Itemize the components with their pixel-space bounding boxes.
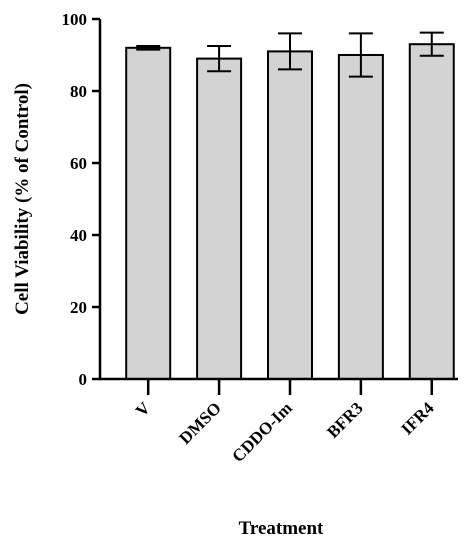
y-axis-title: Cell Viability (% of Control) — [12, 83, 33, 315]
y-tick-label: 80 — [70, 82, 87, 101]
y-tick-label: 60 — [70, 154, 87, 173]
error-bars-layer — [136, 31, 444, 78]
bar-dmso — [196, 57, 243, 380]
x-tick-label: DMSO — [175, 398, 224, 447]
x-tick-label: BFR3 — [323, 398, 366, 441]
bar-cddo-im — [266, 50, 313, 381]
y-tick-label: 40 — [70, 226, 87, 245]
bars-layer — [125, 43, 455, 381]
bar-v — [125, 46, 172, 381]
axes-layer — [98, 19, 458, 381]
y-ticks: 0 20 40 60 80 100 — [62, 10, 100, 389]
bar-bfr3 — [337, 54, 384, 380]
x-tick-label: IFR4 — [397, 398, 438, 439]
y-tick-label: 100 — [62, 10, 88, 29]
x-tick-label: CDDO-Im — [228, 398, 296, 466]
x-axis-title: Treatment — [239, 518, 324, 539]
x-ticks: V DMSO CDDO-Im BFR3 IFR4 — [132, 379, 438, 466]
y-tick-label: 0 — [79, 370, 88, 389]
y-tick-label: 20 — [70, 298, 87, 317]
bar-ifr4 — [408, 43, 455, 380]
x-tick-label: V — [132, 398, 155, 421]
